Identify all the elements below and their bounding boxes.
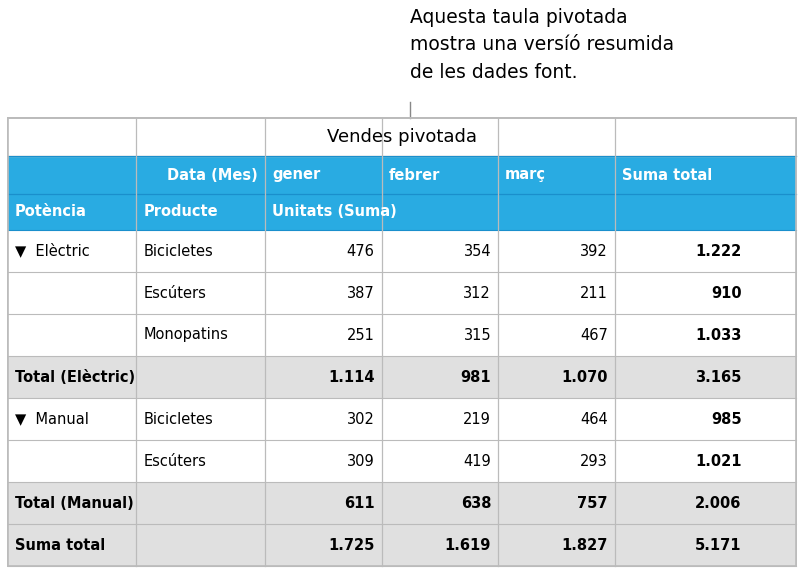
Text: 1.222: 1.222: [695, 243, 741, 259]
Text: Vendes pivotada: Vendes pivotada: [327, 128, 476, 146]
Text: 1.725: 1.725: [328, 538, 374, 552]
Text: Potència: Potència: [15, 205, 87, 219]
Text: Suma total: Suma total: [621, 167, 711, 183]
Text: 387: 387: [346, 285, 374, 301]
Text: 309: 309: [346, 453, 374, 469]
Bar: [8, 356, 795, 398]
Text: 354: 354: [463, 243, 491, 259]
Text: 985: 985: [710, 411, 741, 426]
Text: març: març: [504, 167, 545, 183]
Text: 211: 211: [579, 285, 607, 301]
Text: 611: 611: [344, 495, 374, 511]
Text: 1.070: 1.070: [560, 370, 607, 384]
Text: 1.033: 1.033: [695, 328, 741, 342]
Text: 1.827: 1.827: [560, 538, 607, 552]
Bar: [8, 440, 795, 482]
Text: Suma total: Suma total: [15, 538, 105, 552]
Text: Bicicletes: Bicicletes: [143, 411, 213, 426]
Text: Aquesta taula pivotada
mostra una versíó resumida
de les dades font.: Aquesta taula pivotada mostra una versíó…: [410, 8, 673, 81]
Text: Producte: Producte: [143, 205, 218, 219]
Text: Data (Mes): Data (Mes): [167, 167, 258, 183]
Bar: [8, 118, 795, 566]
Text: 1.114: 1.114: [328, 370, 374, 384]
Text: 638: 638: [460, 495, 491, 511]
Text: 312: 312: [463, 285, 491, 301]
Text: Bicicletes: Bicicletes: [143, 243, 213, 259]
Bar: [8, 118, 795, 156]
Bar: [8, 482, 795, 524]
Text: 2.006: 2.006: [695, 495, 741, 511]
Bar: [8, 230, 795, 272]
Text: 419: 419: [463, 453, 491, 469]
Text: 3.165: 3.165: [695, 370, 741, 384]
Text: 302: 302: [346, 411, 374, 426]
Text: 1.619: 1.619: [444, 538, 491, 552]
Text: 1.021: 1.021: [695, 453, 741, 469]
Text: 757: 757: [577, 495, 607, 511]
Text: 293: 293: [579, 453, 607, 469]
Text: 464: 464: [579, 411, 607, 426]
Text: ▼  Manual: ▼ Manual: [15, 411, 89, 426]
Bar: [8, 156, 795, 194]
Text: gener: gener: [271, 167, 320, 183]
Text: 476: 476: [346, 243, 374, 259]
Text: Unitats (Suma): Unitats (Suma): [271, 205, 396, 219]
Text: 981: 981: [460, 370, 491, 384]
Text: 910: 910: [710, 285, 741, 301]
Bar: [8, 194, 795, 230]
Text: 219: 219: [463, 411, 491, 426]
Text: Total (Elèctric): Total (Elèctric): [15, 370, 135, 384]
Text: 315: 315: [463, 328, 491, 342]
Text: Escúters: Escúters: [143, 453, 206, 469]
Text: 467: 467: [579, 328, 607, 342]
Text: Monopatins: Monopatins: [143, 328, 228, 342]
Text: 251: 251: [346, 328, 374, 342]
Bar: [8, 524, 795, 566]
Text: febrer: febrer: [388, 167, 439, 183]
Bar: [8, 272, 795, 314]
Bar: [8, 398, 795, 440]
Text: 5.171: 5.171: [695, 538, 741, 552]
Text: Total (Manual): Total (Manual): [15, 495, 133, 511]
Text: 392: 392: [579, 243, 607, 259]
Text: Escúters: Escúters: [143, 285, 206, 301]
Bar: [8, 314, 795, 356]
Text: ▼  Elèctric: ▼ Elèctric: [15, 243, 90, 259]
